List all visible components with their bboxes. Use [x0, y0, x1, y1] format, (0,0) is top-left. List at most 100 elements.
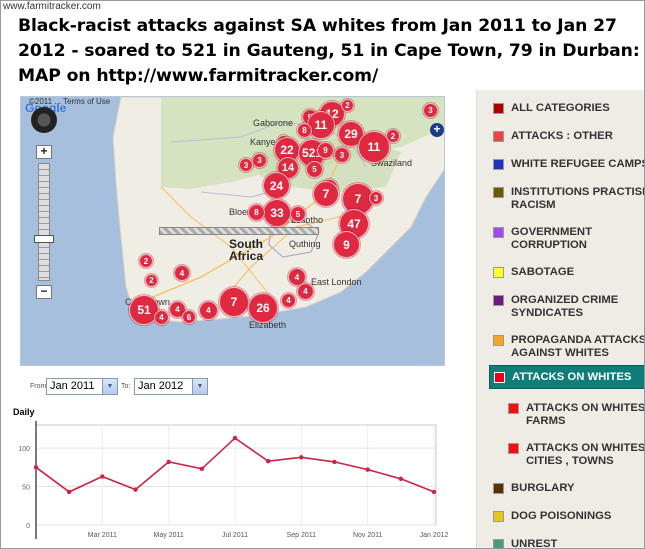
chart-data-point — [398, 476, 404, 482]
watermark: www.farmitracker.com — [3, 1, 101, 12]
chart-y-tick-label: 0 — [26, 523, 30, 530]
from-label: From: — [30, 383, 49, 390]
category-label: ATTACKS : OTHER — [511, 130, 613, 142]
category-label: ORGANIZED CRIME SYNDICATES — [511, 294, 619, 319]
chart-data-point — [133, 487, 138, 492]
category-color-swatch — [493, 187, 504, 198]
category-color-swatch — [493, 335, 504, 346]
category-label: ATTACKS ON WHITES : CITIES , TOWNS — [526, 442, 645, 467]
chevron-down-icon[interactable]: ▼ — [102, 379, 117, 394]
page-headline: Black-racist attacks against SA whites f… — [18, 16, 640, 86]
chart-y-tick-label: 100 — [18, 446, 30, 453]
map-marker-4f[interactable]: 4 — [199, 301, 218, 320]
map-pan-icon[interactable] — [31, 107, 57, 133]
map-marker-24[interactable]: 24 — [263, 172, 290, 199]
category-list: ALL CATEGORIES ATTACKS : OTHER WHITE REFUG… — [476, 90, 645, 549]
map-label-south: South — [229, 237, 263, 251]
category-color-swatch — [493, 483, 504, 494]
zoom-in-button[interactable]: + — [36, 145, 52, 159]
map-label-africa: Africa — [229, 249, 264, 263]
category-label: ATTACKS ON WHITES : FARMS — [526, 402, 645, 427]
map-marker-5b[interactable]: 5 — [290, 206, 306, 222]
chart-data-point — [265, 458, 271, 464]
zoom-out-button[interactable]: − — [36, 285, 52, 299]
category-label: INSTITUTIONS PRACTISINGRACISM — [511, 186, 645, 211]
map-marker-6[interactable]: 6 — [182, 310, 196, 324]
chart-x-tick-label: May 2011 — [154, 532, 184, 539]
map-marker-top-2[interactable]: 2 — [341, 99, 354, 112]
map-label-quthing: Quthing — [289, 239, 321, 249]
chart-data-point — [299, 455, 304, 460]
category-label: SABOTAGE — [511, 266, 575, 278]
map-marker-far-3[interactable]: 3 — [423, 103, 438, 118]
map-navigation-control[interactable]: + − — [31, 105, 59, 305]
chart-data-point — [332, 459, 337, 465]
chart-data-point — [431, 489, 437, 495]
map-marker-3d[interactable]: 3 — [239, 158, 253, 172]
map-terms[interactable]: ©2011 ... Terms of Use — [29, 97, 111, 106]
chart-data-point — [33, 465, 39, 470]
category-color-swatch — [493, 131, 504, 142]
chart-x-tick-label: Mar 2011 — [88, 532, 117, 539]
chart-data-point — [232, 435, 238, 441]
chart-data-point — [100, 474, 105, 479]
map-marker-5a[interactable]: 5 — [306, 161, 323, 178]
map-marker-3c[interactable]: 3 — [369, 191, 383, 205]
map-marker-8[interactable]: 8 — [297, 123, 312, 138]
category-label: WHITE REFUGEE CAMPS — [511, 158, 645, 170]
category-color-swatch — [494, 372, 505, 383]
category-color-swatch — [493, 539, 504, 549]
map-marker-4e[interactable]: 4 — [169, 301, 186, 318]
chart-x-tick-label: Sep 2011 — [287, 532, 317, 539]
map-marker-8c[interactable]: 8 — [248, 204, 265, 221]
map-label-kanye: Kanye — [250, 137, 276, 147]
category-color-swatch — [493, 295, 504, 306]
zoom-slider-track[interactable] — [38, 163, 50, 281]
map-marker-9a[interactable]: 9 — [317, 142, 334, 159]
category-label: ALL CATEGORIES — [511, 102, 610, 114]
category-item-attacks-on-whites[interactable]: ATTACKS ON WHITES — [489, 365, 645, 389]
map-marker-2d[interactable]: 2 — [145, 274, 158, 287]
map-marker-7a[interactable]: 7 — [313, 181, 339, 207]
category-color-swatch — [493, 511, 504, 522]
map-marker-4d[interactable]: 4 — [154, 310, 169, 325]
map-marker-4c[interactable]: 4 — [297, 283, 314, 300]
map-label-swaziland: Swaziland — [371, 158, 413, 168]
category-color-swatch — [508, 403, 519, 414]
map-marker-3b[interactable]: 3 — [252, 153, 267, 168]
chart-x-tick-label: Nov 2011 — [353, 532, 383, 539]
map-marker-2b[interactable]: 2 — [386, 129, 400, 143]
category-color-swatch — [493, 159, 504, 170]
map-marker-26[interactable]: 26 — [248, 293, 278, 323]
from-select-value: Jan 2011 — [50, 380, 95, 392]
map-marker-4a[interactable]: 4 — [174, 265, 190, 281]
map-marker-9b[interactable]: 9 — [333, 231, 360, 258]
category-label: BURGLARY — [511, 482, 575, 494]
category-color-swatch — [508, 443, 519, 454]
map-marker-11[interactable]: 11 — [307, 111, 335, 139]
chart-x-tick-label: Jan 2012 — [420, 532, 449, 539]
chevron-down-icon[interactable]: ▼ — [192, 379, 207, 394]
category-label: GOVERNMENT CORRUPTION — [511, 226, 592, 251]
category-label: ATTACKS ON WHITES — [512, 371, 632, 383]
map-marker-4g[interactable]: 4 — [281, 293, 296, 308]
from-select[interactable]: Jan 2011 ▼ — [46, 378, 118, 395]
category-color-swatch — [493, 103, 504, 114]
map-expand-icon[interactable]: + — [430, 123, 444, 137]
map-marker-33[interactable]: 33 — [263, 199, 291, 227]
map-label-elizabeth: Elizabeth — [249, 320, 287, 330]
zoom-slider-knob[interactable] — [34, 235, 54, 243]
chart-data-point — [199, 466, 205, 472]
category-label: PROPAGANDA ATTACKS AGAINST WHITES — [511, 334, 645, 359]
map-label-lesotho: Lesotho — [291, 215, 324, 225]
map-marker-2c[interactable]: 2 — [139, 254, 153, 268]
map-marker-4b[interactable]: 4 — [288, 268, 306, 286]
to-select[interactable]: Jan 2012 ▼ — [134, 378, 208, 395]
map-label-bloem: Bloem — [229, 207, 255, 217]
map-view[interactable]: ©2011 ... Terms of Use Google + − + Gabo… — [20, 96, 445, 366]
map-marker-3a[interactable]: 3 — [334, 147, 350, 163]
to-label: To: — [121, 383, 131, 390]
map-marker-7c[interactable]: 7 — [219, 287, 249, 317]
to-select-value: Jan 2012 — [138, 380, 184, 392]
map-marker-11b[interactable]: 11 — [358, 131, 390, 163]
